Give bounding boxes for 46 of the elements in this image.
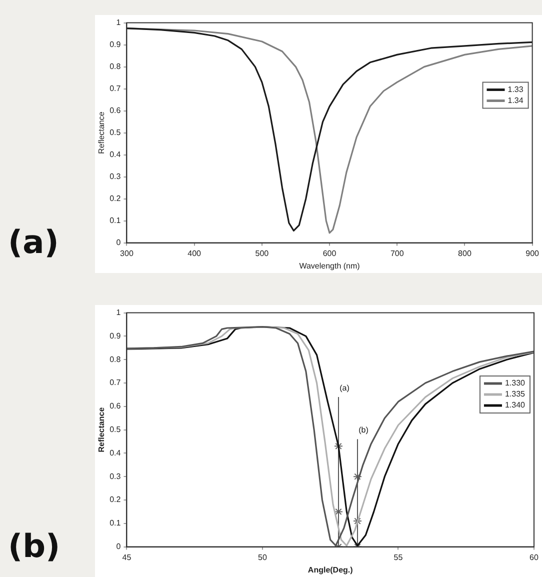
x-axis-title: Angle(Deg.) [308,565,354,574]
legend-label: 1.33 [508,84,524,94]
y-tick-label: 0.6 [110,106,122,116]
x-tick-label: 50 [258,552,268,562]
annotation: (b) [358,426,369,435]
y-tick-label: 0 [116,238,122,248]
y-tick-label: 0.8 [110,354,122,364]
legend-label: 1.335 [504,390,526,399]
y-tick-label: 0.3 [110,472,122,481]
x-axis-title: Wavelength (nm) [299,261,360,270]
y-tick-label: 0.9 [110,40,122,50]
x-tick-label: 600 [322,248,337,258]
y-tick-label: 0.7 [110,378,122,388]
text: (b) [8,527,60,565]
legend-label: 1.34 [508,96,524,105]
y-tick-label: 0.6 [110,402,122,411]
y-tick-label: 1 [116,18,122,28]
y-tick-label: 0.8 [110,62,122,72]
y-tick-label: 0.4 [110,150,122,160]
x-tick-label: 800 [458,248,472,258]
y-tick-label: 0.1 [110,216,122,226]
x-tick-label: 400 [188,248,202,258]
x-tick-label: 700 [390,248,404,258]
x-tick-label: 500 [255,248,270,258]
y-tick-label: 0.3 [110,172,122,182]
y-tick-label: 0.5 [110,128,122,138]
y-tick-label: 0.4 [110,448,122,458]
x-tick-label: 55 [394,552,404,562]
legend-label: 1.340 [504,400,526,410]
y-tick-label: 0.5 [110,425,122,434]
x-tick-label: 45 [122,552,132,562]
y-tick-label: 0.2 [110,194,122,204]
y-axis-title: Reflectance [97,406,106,452]
x-tick-label: 300 [120,248,134,258]
x-tick-label: 60 [530,552,539,562]
text: (a) [8,223,59,261]
y-tick-label: 0.9 [110,331,122,340]
y-tick-label: 0.2 [110,495,122,504]
y-tick-label: 0.1 [110,518,122,528]
annotation: (a) [340,384,350,393]
y-axis-title: Reflectance [97,111,106,154]
x-tick-label: 900 [526,248,540,258]
y-tick-label: 0.7 [110,84,122,94]
legend-label: 1.330 [504,378,526,388]
y-tick-label: 1 [116,308,122,318]
y-tick-label: 0 [116,542,122,552]
